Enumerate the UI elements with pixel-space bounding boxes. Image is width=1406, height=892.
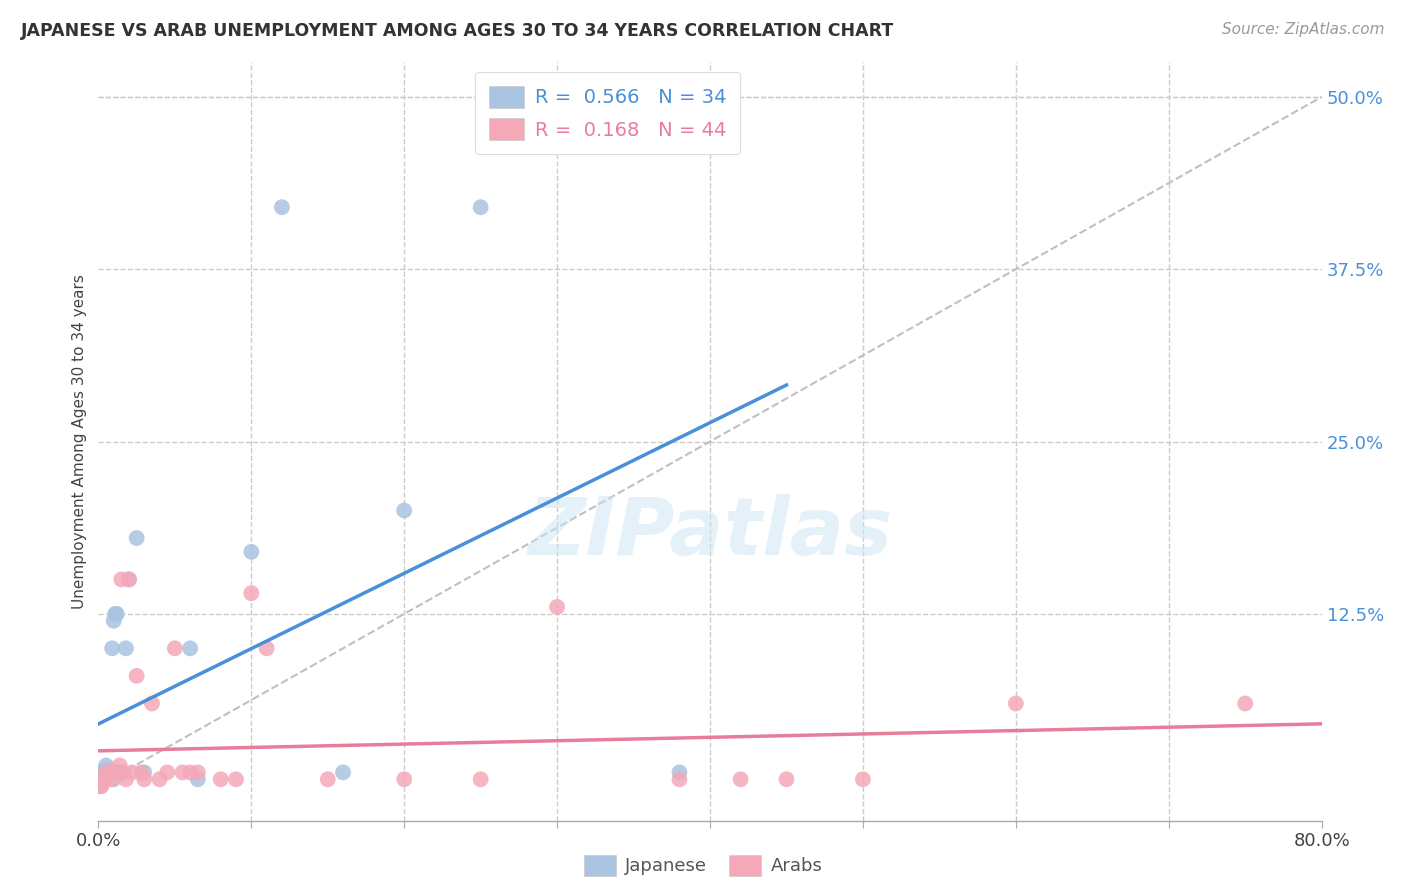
Legend: Japanese, Arabs: Japanese, Arabs [583, 855, 823, 876]
Point [89, 776, 111, 790]
Point [101, 641, 124, 656]
Point [93, 765, 115, 780]
Point [93, 772, 115, 787]
Point [115, 772, 138, 787]
Point [89, 772, 111, 787]
Point [730, 772, 752, 787]
Point [94, 758, 117, 772]
Point [209, 772, 232, 787]
Point [94, 772, 117, 787]
Point [110, 573, 132, 587]
Point [270, 200, 292, 214]
Point [98, 765, 121, 780]
Point [668, 772, 690, 787]
Point [125, 531, 148, 545]
Text: JAPANESE VS ARAB UNEMPLOYMENT AMONG AGES 30 TO 34 YEARS CORRELATION CHART: JAPANESE VS ARAB UNEMPLOYMENT AMONG AGES… [21, 22, 894, 40]
Point [125, 669, 148, 683]
Point [149, 772, 172, 787]
Point [316, 772, 339, 787]
Point [470, 200, 492, 214]
Point [852, 772, 875, 787]
Point [134, 765, 156, 780]
Point [179, 641, 201, 656]
Point [98, 765, 121, 780]
Point [104, 607, 127, 621]
Point [240, 586, 263, 600]
Point [91, 772, 114, 787]
Point [90, 772, 112, 787]
Point [103, 772, 125, 787]
Point [240, 545, 263, 559]
Point [118, 573, 141, 587]
Point [100, 765, 122, 780]
Point [111, 765, 134, 780]
Point [103, 614, 125, 628]
Point [97, 765, 120, 780]
Point [156, 765, 179, 780]
Point [94, 765, 117, 780]
Point [179, 765, 201, 780]
Point [163, 641, 186, 656]
Point [546, 599, 568, 614]
Point [91, 768, 114, 782]
Point [1004, 697, 1026, 711]
Point [121, 765, 143, 780]
Point [187, 772, 209, 787]
Point [105, 765, 128, 780]
Point [111, 765, 134, 780]
Point [107, 765, 129, 780]
Point [100, 772, 122, 787]
Point [470, 772, 492, 787]
Point [225, 772, 247, 787]
Point [110, 765, 132, 780]
Point [89, 779, 111, 793]
Point [668, 765, 690, 780]
Point [172, 765, 194, 780]
Text: ZIPatlas: ZIPatlas [527, 493, 893, 572]
Legend: R =  0.566   N = 34, R =  0.168   N = 44: R = 0.566 N = 34, R = 0.168 N = 44 [475, 72, 741, 154]
Point [87, 776, 110, 790]
Point [87, 779, 110, 793]
Point [90, 765, 112, 780]
Text: Source: ZipAtlas.com: Source: ZipAtlas.com [1222, 22, 1385, 37]
Point [103, 765, 125, 780]
Point [775, 772, 797, 787]
Point [97, 765, 120, 780]
Point [129, 765, 152, 780]
Point [134, 772, 156, 787]
Point [87, 779, 110, 793]
Point [256, 641, 278, 656]
Y-axis label: Unemployment Among Ages 30 to 34 years: Unemployment Among Ages 30 to 34 years [72, 274, 87, 609]
Point [115, 641, 138, 656]
Point [187, 765, 209, 780]
Point [332, 765, 354, 780]
Point [392, 503, 416, 517]
Point [108, 758, 131, 772]
Point [118, 573, 141, 587]
Point [97, 763, 120, 777]
Point [94, 765, 117, 780]
Point [91, 765, 114, 780]
Point [90, 779, 112, 793]
Point [105, 607, 128, 621]
Point [1234, 697, 1257, 711]
Point [392, 772, 416, 787]
Point [91, 775, 114, 789]
Point [141, 697, 163, 711]
